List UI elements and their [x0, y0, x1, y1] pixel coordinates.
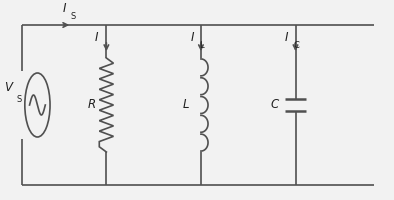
Text: V: V [4, 81, 12, 94]
Text: L: L [199, 41, 204, 50]
Text: C: C [271, 98, 279, 112]
Text: S: S [16, 95, 21, 104]
Text: I: I [63, 2, 66, 15]
Text: I: I [95, 31, 98, 44]
Text: I: I [191, 31, 194, 44]
Text: S: S [70, 12, 75, 21]
Text: L: L [183, 98, 189, 112]
Text: R: R [87, 98, 95, 112]
Text: I: I [285, 31, 288, 44]
Text: C: C [294, 41, 300, 50]
